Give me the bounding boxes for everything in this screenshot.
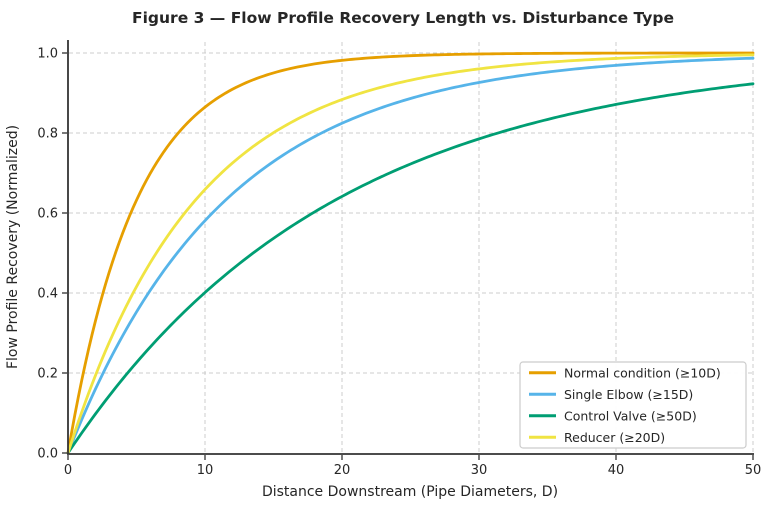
legend-label: Single Elbow (≥15D) — [564, 387, 693, 402]
y-tick-label: 0.2 — [37, 367, 58, 382]
y-axis-ticks: 0.0 0.2 0.4 0.6 0.8 1.0 — [37, 47, 67, 462]
curves — [66, 51, 755, 455]
legend: Normal condition (≥10D) Single Elbow (≥15… — [519, 361, 747, 449]
x-tick-label: 10 — [197, 463, 214, 478]
y-tick-label: 0.4 — [37, 287, 58, 302]
axes-spines — [67, 40, 754, 455]
legend-label: Normal condition (≥10D) — [564, 365, 721, 380]
legend-label: Reducer (≥20D) — [564, 430, 665, 445]
y-tick-label: 0.8 — [37, 127, 58, 142]
x-tick-label: 0 — [64, 463, 72, 478]
y-axis-label: Flow Profile Recovery (Normalized) — [5, 125, 21, 369]
curve-single-elbow-15d — [66, 56, 755, 455]
x-axis-label: Distance Downstream (Pipe Diameters, D) — [262, 484, 558, 500]
legend-label: Control Valve (≥50D) — [564, 408, 697, 423]
x-tick-label: 20 — [334, 463, 351, 478]
curve-normal-condition-10d — [66, 51, 755, 455]
legend-box — [519, 361, 747, 449]
chart-title: Figure 3 — Flow Profile Recovery Length … — [132, 9, 674, 27]
x-axis-ticks: 0 10 20 30 40 50 — [64, 455, 761, 478]
curve-control-valve-50d — [66, 82, 755, 455]
x-tick-label: 40 — [608, 463, 625, 478]
x-tick-label: 50 — [745, 463, 762, 478]
x-tick-label: 30 — [471, 463, 488, 478]
curve-reducer-20d — [66, 53, 755, 455]
y-tick-label: 0.0 — [37, 447, 58, 462]
y-tick-label: 0.6 — [37, 207, 58, 222]
y-tick-label: 1.0 — [37, 47, 58, 62]
